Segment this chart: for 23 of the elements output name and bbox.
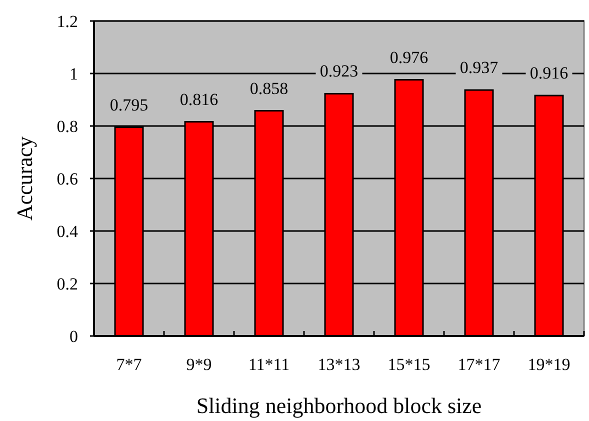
x-tick-label: 9*9 (186, 355, 212, 374)
y-tick-label: 1 (70, 64, 78, 84)
x-axis-title: Sliding neighborhood block size (196, 393, 482, 418)
y-tick-label: 0.6 (56, 169, 78, 188)
x-tick-label: 7*7 (116, 355, 142, 374)
y-tick-label: 0.4 (56, 222, 78, 241)
x-tick-label: 19*19 (528, 355, 570, 374)
data-label: 0.795 (110, 95, 148, 114)
data-label: 0.937 (460, 58, 499, 78)
x-tick-label: 15*15 (388, 355, 430, 374)
x-tick-label: 11*11 (248, 355, 290, 374)
data-label: 0.916 (530, 64, 568, 83)
y-axis-title: Accuracy (12, 136, 37, 221)
data-label: 0.816 (180, 90, 218, 109)
data-label: 0.976 (390, 48, 428, 67)
y-tick-label: 0 (70, 326, 78, 346)
x-tick-label: 17*17 (458, 355, 501, 374)
y-tick-label: 1.2 (56, 12, 78, 31)
data-label: 0.858 (250, 78, 288, 98)
x-tick-label: 13*13 (318, 355, 360, 374)
data-label: 0.923 (320, 62, 358, 81)
y-tick-label: 0.2 (56, 274, 78, 294)
y-tick-label: 0.8 (56, 116, 78, 136)
